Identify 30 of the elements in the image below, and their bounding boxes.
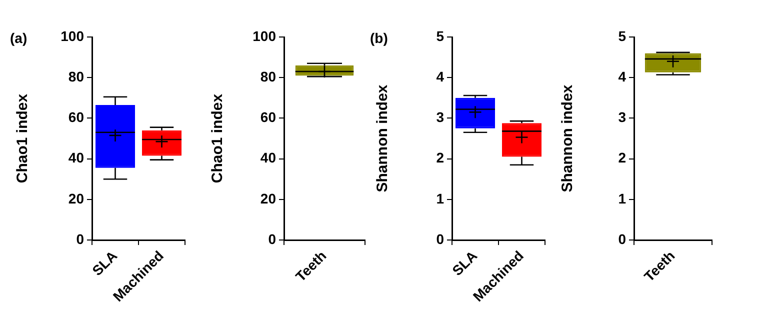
y-axis-title: Chao1 index (14, 93, 32, 184)
y-tick-label: 40 (260, 150, 276, 166)
y-tick-label: 20 (68, 190, 84, 206)
y-tick-label: 5 (618, 28, 626, 44)
y-tick-label: 100 (60, 28, 84, 44)
y-axis-title: Chao1 index (209, 93, 226, 184)
y-tick-label: 1 (436, 190, 444, 206)
y-tick-label: 2 (436, 150, 444, 166)
y-tick-label: 100 (252, 28, 276, 44)
y-tick-label: 60 (260, 109, 276, 126)
y-tick-label: 5 (436, 28, 444, 44)
y-tick-label: 0 (76, 230, 84, 247)
text: (b) (370, 30, 388, 46)
y-tick-label: 0 (268, 230, 276, 247)
y-tick-label: 0 (436, 230, 444, 247)
y-tick-label: 3 (436, 109, 444, 126)
y-axis-title: Shannon index (374, 84, 392, 192)
y-tick-label: 40 (68, 150, 84, 166)
text: (a) (10, 30, 28, 46)
y-tick-label: 60 (68, 109, 84, 126)
y-tick-label: 1 (618, 190, 626, 206)
y-tick-label: 4 (618, 68, 626, 84)
y-tick-label: 80 (68, 68, 84, 84)
y-tick-label: 2 (618, 150, 626, 166)
y-tick-label: 4 (436, 68, 444, 84)
y-tick-label: 3 (618, 109, 626, 126)
y-tick-label: 80 (260, 68, 276, 84)
y-tick-label: 0 (618, 230, 626, 247)
y-axis-title: Shannon index (559, 84, 576, 192)
y-tick-label: 20 (260, 190, 276, 206)
